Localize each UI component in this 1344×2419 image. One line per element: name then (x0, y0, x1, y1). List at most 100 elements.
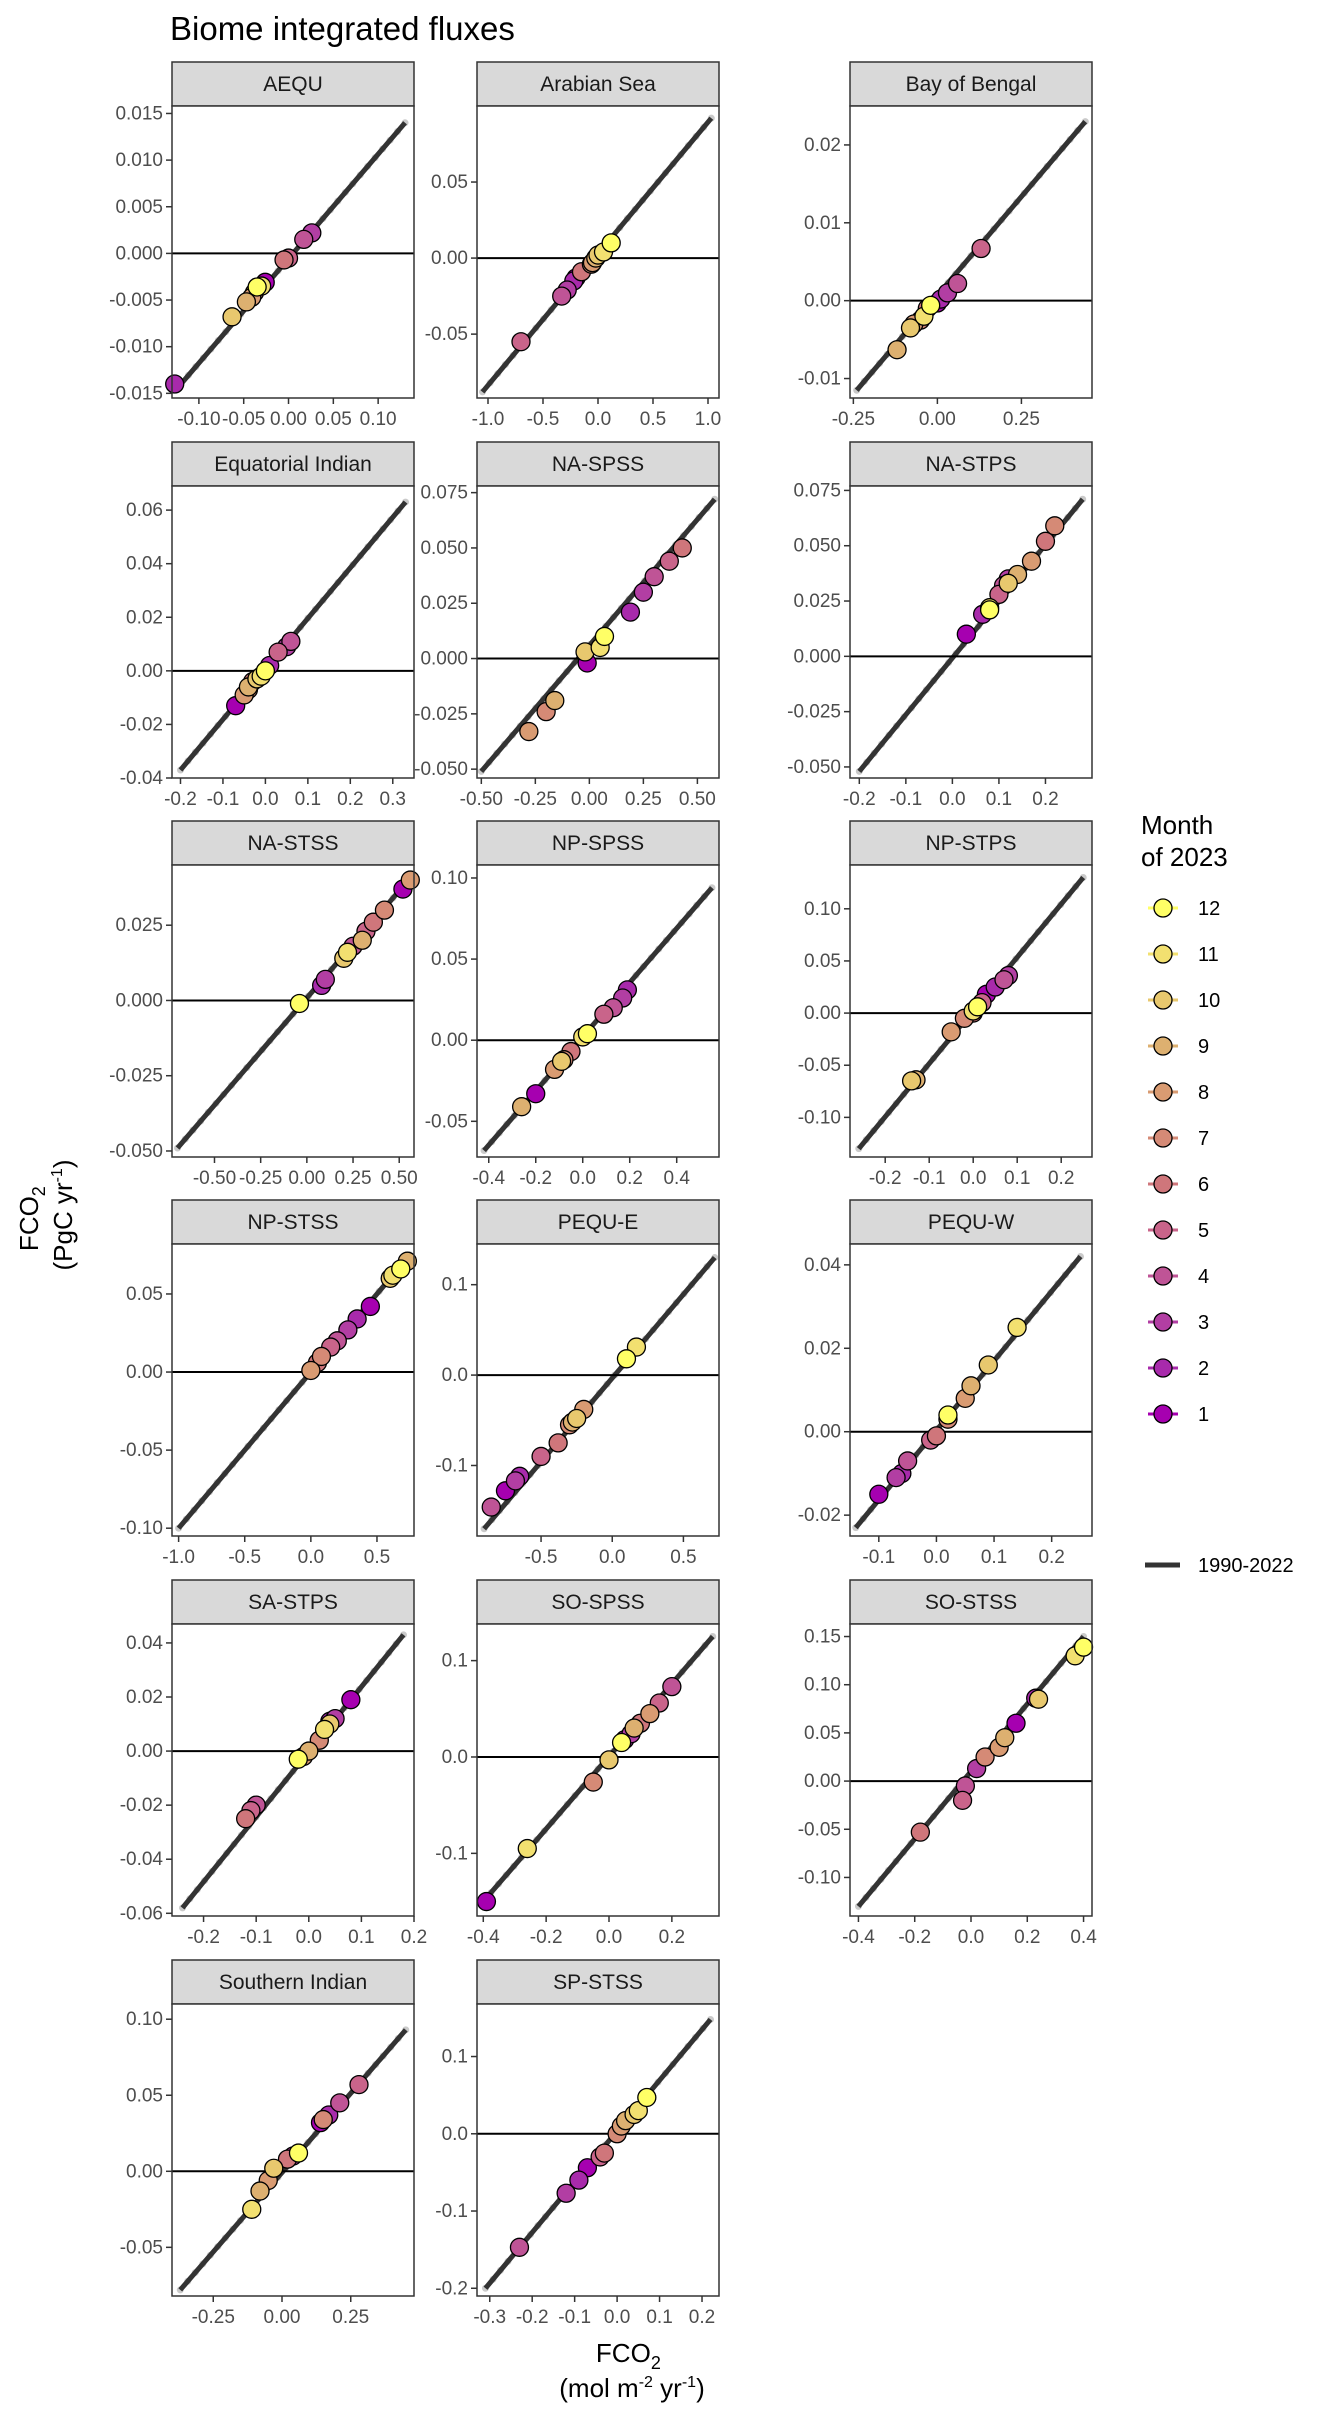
month-point-10 (222, 307, 242, 327)
month-point-1 (1006, 1713, 1026, 1733)
y-tick-label: -0.050 (787, 757, 841, 778)
month-point-10 (998, 573, 1018, 593)
y-tick-label: 0.075 (420, 483, 468, 504)
month-point-12 (967, 997, 988, 1017)
legend-item: 4 (1148, 1266, 1209, 1288)
x-tick-label: -0.1 (889, 789, 922, 810)
facet-strip-label: NP-STSS (247, 1211, 338, 1234)
y-tick-label: -0.10 (798, 1867, 841, 1888)
month-point-6 (236, 1809, 256, 1829)
y-axis-title-base: FCO (14, 1196, 44, 1251)
x-tick-label: -0.1 (207, 789, 240, 810)
legend-line-label: 1990-2022 (1198, 1555, 1294, 1577)
y-tick-label: -0.06 (120, 1903, 163, 1924)
y-tick-label: 0.00 (126, 1362, 163, 1383)
month-point-3 (556, 2183, 576, 2203)
x-tick-label: 0.2 (1032, 789, 1058, 810)
y-tick-label: -0.05 (425, 324, 468, 345)
month-point-5 (971, 238, 991, 259)
y-axis-unit-a: (PgC yr (48, 1182, 78, 1270)
x-tick-label: -0.2 (164, 789, 197, 810)
y-tick-label: -0.02 (120, 714, 163, 735)
month-point-8 (640, 1703, 660, 1724)
x-tick-label: 0.00 (571, 789, 608, 810)
legend-item: 1 (1148, 1404, 1209, 1426)
y-axis-unit-sup: -1 (49, 1168, 66, 1182)
y-tick-label: -0.05 (120, 2237, 163, 2258)
month-point-4 (644, 567, 664, 587)
x-tick-label: 0.05 (315, 409, 352, 430)
y-tick-label: 0.10 (126, 2009, 163, 2030)
x-tick-label: -0.5 (228, 1547, 261, 1568)
y-tick-label: 0.025 (793, 591, 841, 612)
x-tick-label: -0.25 (239, 1168, 282, 1189)
month-point-12 (601, 233, 621, 253)
facet-panel: NA-STPS -0.2 -0.1 0.0 0.1 0.2 0.075 0.050 0.025 0… (787, 441, 1093, 810)
legend-swatch-point (1153, 1220, 1173, 1240)
x-tick-label: 0.2 (617, 1168, 643, 1189)
facet-panel: NP-STSS -1.0 -0.5 0.0 0.5 0.05 0.00 -0.05 -0.10 (120, 1199, 418, 1568)
y-tick-label: 0.05 (126, 1284, 163, 1305)
month-point-10 (1028, 1689, 1049, 1709)
month-point-1 (526, 1084, 546, 1104)
x-tick-label: 0.5 (640, 409, 666, 430)
month-point-2 (569, 2170, 589, 2190)
y-tick-label: 0.00 (804, 1003, 841, 1024)
month-point-4 (294, 229, 314, 250)
facet-strip-label: Arabian Sea (540, 73, 656, 96)
y-tick-label: -0.10 (798, 1107, 841, 1128)
y-tick-label: -0.010 (109, 337, 163, 358)
x-tick-label: 0.50 (381, 1168, 418, 1189)
x-tick-label: 0.2 (689, 2307, 715, 2328)
x-axis-title: FCO2 (mol m-2 yr-1) (559, 2338, 704, 2403)
y-tick-label: -0.050 (414, 759, 468, 780)
y-tick-label: -0.025 (109, 1066, 163, 1087)
legend-swatch-point (1153, 944, 1173, 964)
y-tick-label: 0.00 (804, 291, 841, 312)
x-tick-label: 0.4 (663, 1168, 690, 1189)
legend: Month of 2023 12 11 10 9 8 7 6 5 4 3 2 1 1990-2022 (1141, 810, 1294, 1577)
month-point-5 (659, 551, 679, 571)
month-point-4 (662, 1676, 682, 1697)
x-tick-label: 0.5 (364, 1547, 390, 1568)
y-tick-label: 0.15 (804, 1627, 841, 1648)
facet-strip (171, 61, 415, 107)
legend-swatch-point (1153, 1312, 1173, 1332)
y-tick-label: -0.10 (120, 1518, 163, 1539)
y-axis-title-sub: 2 (29, 1186, 49, 1196)
month-point-12 (938, 1405, 958, 1425)
y-tick-label: 0.01 (804, 213, 841, 234)
history-line (180, 1633, 406, 1910)
panel-border (171, 1243, 415, 1537)
month-point-7 (975, 1747, 995, 1767)
facet-strip-label: NP-SPSS (552, 832, 644, 855)
month-point-12 (577, 1024, 598, 1044)
month-point-12 (611, 1732, 632, 1753)
facet-strip-label: SO-SPSS (551, 1591, 644, 1614)
x-tick-label: -0.25 (832, 409, 875, 430)
month-point-10 (901, 1071, 922, 1091)
facet-strip-label: SP-STSS (553, 1971, 643, 1994)
panel-border (171, 864, 415, 1158)
y-tick-label: 0.10 (431, 868, 468, 889)
y-tick-label: -0.025 (787, 702, 841, 723)
x-tick-label: -0.25 (514, 789, 557, 810)
x-tick-label: 0.5 (670, 1547, 696, 1568)
y-tick-label: 0.00 (431, 1030, 468, 1051)
x-tick-label: -0.4 (472, 1168, 505, 1189)
panel-border (849, 105, 1093, 399)
legend-item: 3 (1148, 1312, 1209, 1334)
month-point-11 (517, 1838, 537, 1859)
y-tick-label: -0.025 (414, 704, 468, 725)
y-tick-label: -0.005 (109, 290, 163, 311)
legend-swatch-point (1153, 1082, 1173, 1102)
month-point-10 (551, 1051, 572, 1071)
facet-panel: PEQU-W -0.1 0.0 0.1 0.2 0.04 0.02 0.00 -0.02 (798, 1199, 1093, 1568)
facet-strip (476, 1579, 720, 1625)
facet-panel: SA-STPS -0.2 -0.1 0.0 0.1 0.2 0.04 0.02 0.00 -0.0… (120, 1579, 427, 1948)
month-point-7 (1045, 516, 1065, 536)
x-tick-label: -0.4 (467, 1927, 500, 1948)
x-tick-label: 0.10 (360, 409, 397, 430)
month-point-9 (961, 1376, 981, 1396)
x-tick-label: -0.2 (869, 1168, 902, 1189)
